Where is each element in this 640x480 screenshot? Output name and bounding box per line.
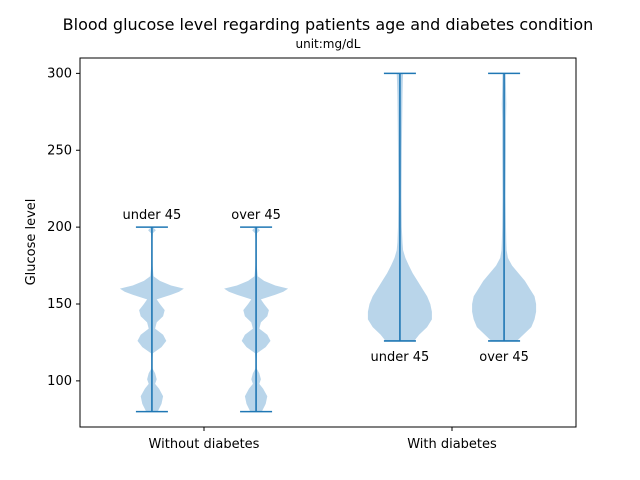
y-tick-label: 150 xyxy=(47,297,72,312)
violins-layer: under 45 over 45 under 45 over 45 xyxy=(119,72,537,413)
x-axis-ticks: Without diabetes With diabetes xyxy=(149,427,497,452)
violin-annotation: over 45 xyxy=(231,208,281,223)
y-axis-ticks: 100 150 200 250 300 xyxy=(47,66,80,389)
violin-annotation: over 45 xyxy=(479,350,529,365)
x-tick-label: Without diabetes xyxy=(149,437,260,452)
y-tick-label: 300 xyxy=(47,66,72,81)
y-tick-label: 200 xyxy=(47,220,72,235)
violin-0: under 45 xyxy=(119,208,184,413)
y-tick-label: 250 xyxy=(47,143,72,158)
violin-3: over 45 xyxy=(472,72,537,365)
plot-frame xyxy=(79,57,577,428)
chart-subtitle: unit:mg/dL xyxy=(296,37,361,51)
x-tick-label: With diabetes xyxy=(407,437,497,452)
violin-2: under 45 xyxy=(367,72,432,365)
y-tick-label: 100 xyxy=(47,374,72,389)
y-axis-label: Glucose level xyxy=(24,199,39,286)
violin-annotation: under 45 xyxy=(123,208,182,223)
violin-annotation: under 45 xyxy=(371,350,430,365)
violin-1: over 45 xyxy=(224,208,289,413)
chart-title: Blood glucose level regarding patients a… xyxy=(63,15,594,34)
